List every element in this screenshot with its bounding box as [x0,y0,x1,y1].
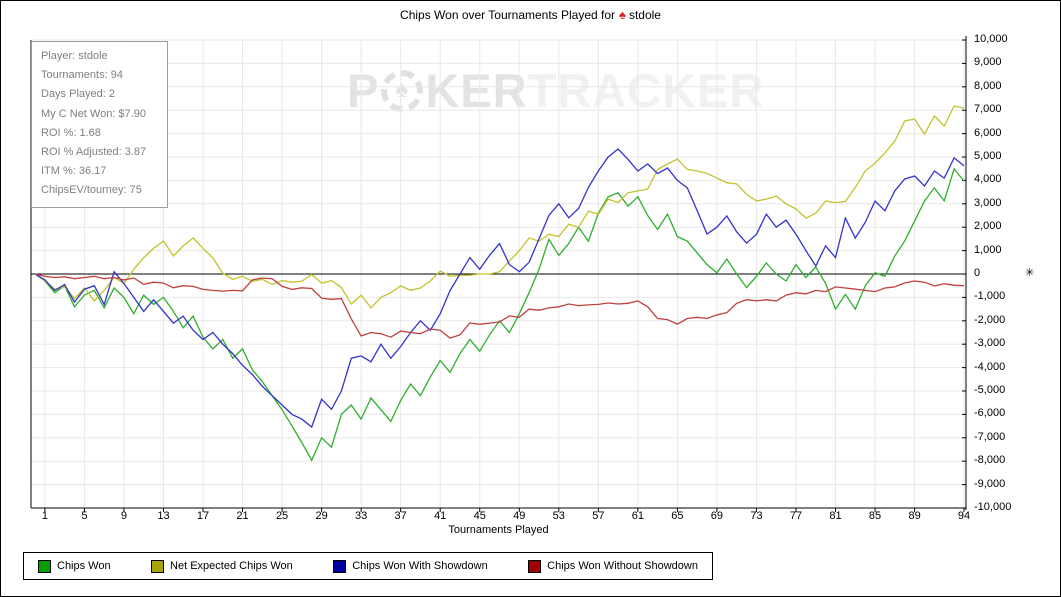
player-stats-panel: Player: stdole Tournaments: 94 Days Played… [31,41,168,208]
x-tick-label: 89 [908,510,921,522]
zero-asterisk-marker: ✳ [1025,267,1035,279]
watermark-text-ker: KER [425,64,528,117]
legend-swatch-icon [333,559,347,573]
y-tick-label: 9,000 [974,56,1002,69]
legend-swatch-icon [38,559,51,573]
x-tick-label: 73 [750,510,763,522]
x-tick-label: 13 [157,510,170,522]
x-tick-label: 1 [41,510,48,522]
x-tick-label: 85 [868,510,882,522]
poker-chip-icon: ♠ [381,69,424,112]
y-tick-label: 2,000 [974,220,1002,233]
series-line-chips-won-without-showdown [34,273,965,339]
watermark-text-tracker: TRACKER [527,64,765,117]
pokertracker-watermark: P ♠ KER TRACKER [347,63,764,118]
stats-line: Player: stdole [41,50,108,62]
page-title: Chips Won over Tournaments Played for ♠ st… [1,7,1060,22]
y-tick-label: -6,000 [974,407,1006,420]
x-tick-label: 77 [789,510,803,522]
legend-label: Chips Won [57,560,111,572]
series-line-chips-won-with-showdown [34,148,965,429]
legend-swatch-icon [151,559,165,573]
stats-line: ROI %: 1.68 [41,126,101,139]
legend-label: Chips Won With Showdown [352,560,488,572]
y-tick-label: -5,000 [974,384,1006,396]
x-tick-label: 49 [513,510,526,522]
x-tick-label: 94 [957,510,971,522]
x-tick-label: 61 [631,510,644,522]
legend-label: Net Expected Chips Won [170,560,293,572]
y-tick-label: 0 [974,267,981,279]
x-tick-label: 21 [236,510,249,522]
y-tick-label: 3,000 [974,196,1002,209]
legend-swatch-icon [528,559,542,573]
x-tick-label: 57 [592,510,605,522]
stats-line: My C Net Won: $7.90 [41,107,146,120]
stats-line: Days Played: 2 [41,88,115,101]
stats-line: ITM %: 36.17 [41,165,107,178]
y-tick-label: 7,000 [974,103,1002,116]
x-tick-label: 45 [473,510,486,522]
x-tick-label: 41 [434,510,447,522]
y-tick-label: -3,000 [974,337,1006,350]
y-tick-label: -4,000 [974,360,1006,373]
y-tick-label: 6,000 [974,126,1002,139]
x-tick-label: 53 [552,510,565,522]
y-tick-label: 4,000 [974,173,1002,186]
title-prefix: Chips Won over Tournaments Played for [400,8,616,22]
y-tick-label: 10,000 [974,33,1008,45]
x-tick-label: 29 [315,510,328,522]
x-tick-label: 9 [120,510,127,522]
y-tick-label: -7,000 [974,430,1006,443]
legend-label: Chips Won Without Showdown [547,560,698,572]
series-line-net-expected-chips-won [34,105,965,309]
title-player-name: stdole [628,8,661,22]
chart-legend: Chips Won Net Expected Chips Won Chips Won… [23,552,713,580]
y-tick-label: 8,000 [974,79,1002,92]
y-tick-label: 5,000 [974,150,1002,162]
pokerstars-spade-icon: ♠ [619,7,626,22]
y-tick-label: -2,000 [974,313,1006,326]
legend-item-chips-won-with-showdown[interactable]: Chips Won With Showdown [333,559,488,573]
y-tick-label: 1,000 [974,243,1002,256]
x-tick-label: 65 [671,510,684,522]
stats-line: ChipsEV/tourney: 75 [41,184,142,197]
stats-line: Tournaments: 94 [41,69,123,82]
y-tick-label: -1,000 [974,290,1006,303]
watermark-text-p: P [347,64,380,117]
x-tick-label: 33 [355,510,368,522]
series-line-chips-won [34,167,965,462]
x-tick-label: 69 [710,510,724,522]
y-tick-label: -8,000 [974,454,1006,467]
x-tick-label: 81 [829,510,842,522]
x-tick-label: 37 [394,510,407,522]
y-tick-label: -9,000 [974,477,1006,490]
x-tick-label: 25 [275,510,289,522]
x-tick-label: 17 [196,510,210,522]
y-tick-label: -10,000 [974,501,1012,513]
x-axis-label: Tournaments Played [448,524,549,536]
x-tick-label: 5 [81,510,88,522]
stats-line: ROI % Adjusted: 3.87 [41,146,147,159]
legend-item-chips-won[interactable]: Chips Won [38,559,111,573]
legend-item-net-expected-chips-won[interactable]: Net Expected Chips Won [151,559,293,573]
chip-spade-icon: ♠ [395,75,410,103]
legend-item-chips-won-without-showdown[interactable]: Chips Won Without Showdown [528,559,698,573]
